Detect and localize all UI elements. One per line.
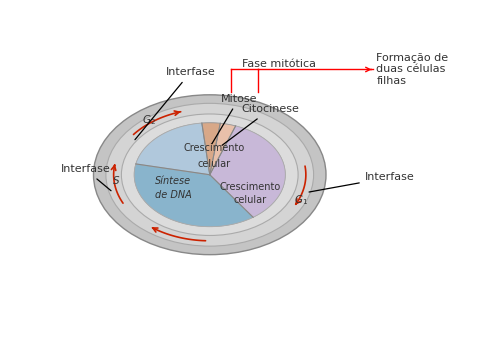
Text: Interfase: Interfase bbox=[135, 67, 215, 140]
Text: $G_2$: $G_2$ bbox=[142, 113, 156, 127]
Text: Crescimento: Crescimento bbox=[183, 143, 244, 153]
Text: Mitose: Mitose bbox=[212, 94, 257, 144]
Text: filhas: filhas bbox=[376, 76, 406, 86]
Polygon shape bbox=[134, 164, 253, 227]
Polygon shape bbox=[210, 123, 236, 175]
Text: Interfase: Interfase bbox=[309, 172, 414, 192]
Text: celular: celular bbox=[197, 159, 230, 169]
Circle shape bbox=[94, 95, 326, 255]
Text: Síntese: Síntese bbox=[155, 176, 191, 186]
Text: duas células: duas células bbox=[376, 64, 446, 74]
Circle shape bbox=[106, 103, 314, 246]
Text: Citocinese: Citocinese bbox=[222, 104, 299, 145]
Text: Interfase: Interfase bbox=[60, 164, 111, 191]
Text: Formação de: Formação de bbox=[376, 53, 448, 63]
Text: de DNA: de DNA bbox=[154, 190, 192, 200]
Polygon shape bbox=[210, 126, 286, 217]
Circle shape bbox=[122, 114, 298, 236]
Polygon shape bbox=[202, 123, 220, 175]
Circle shape bbox=[134, 123, 286, 227]
Text: Fase mitótica: Fase mitótica bbox=[242, 59, 316, 69]
Polygon shape bbox=[136, 123, 210, 175]
Text: celular: celular bbox=[234, 195, 267, 205]
Text: $G_1$: $G_1$ bbox=[294, 193, 308, 207]
Text: $S$: $S$ bbox=[112, 174, 120, 186]
Text: Crescimento: Crescimento bbox=[220, 182, 281, 192]
